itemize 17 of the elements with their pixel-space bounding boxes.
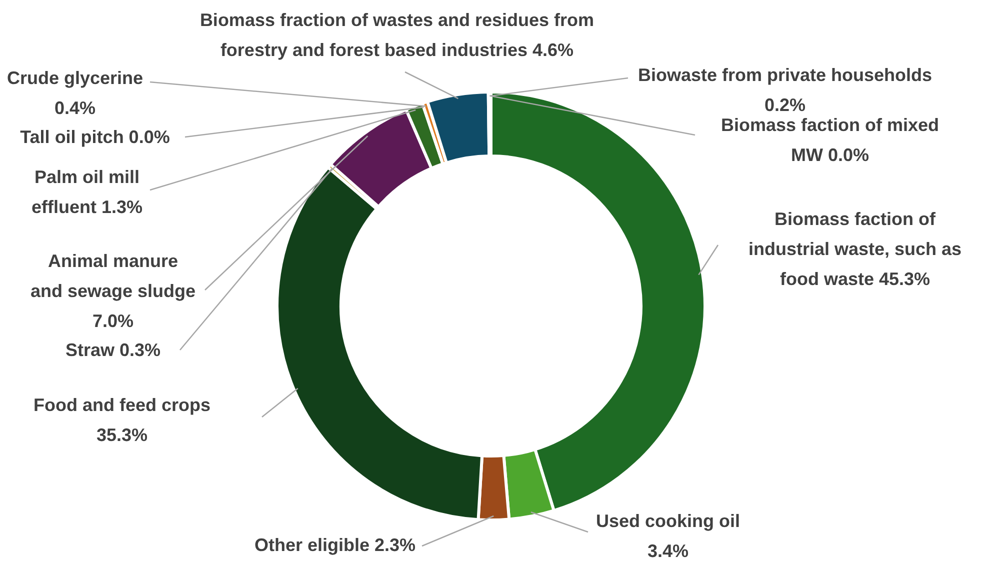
- slice-label: Crude glycerine: [6, 68, 144, 88]
- category-label: Tall oil pitch 0.0%: [20, 127, 170, 147]
- data-label: 35.3%: [96, 425, 148, 445]
- slice-label: Used cooking oil: [596, 511, 740, 531]
- slice-label: Animal manure and sewage sludge: [30, 251, 196, 301]
- slice-label: Biowaste from private households: [638, 65, 932, 85]
- data-label: 7.0%: [92, 311, 134, 331]
- slice-label: Other eligible 2.3%: [254, 535, 416, 555]
- data-label: 3.4%: [647, 541, 689, 561]
- slice-label: Straw 0.3%: [65, 340, 161, 360]
- slice-label: Palm oil mill effluent 1.3%: [31, 167, 143, 217]
- slice-label: Biomass faction of industrial waste, such as food waste 45.3%: [748, 209, 962, 289]
- data-label: 0.4%: [54, 98, 96, 118]
- slice-label: Biomass fraction of wastes and residues from forestry and forest based industries 4.6%: [200, 10, 594, 60]
- data-label: 0.2%: [764, 95, 806, 115]
- category-label: Biomass faction of mixed MW 0.0%: [720, 115, 940, 165]
- slice-label: Food and feed crops: [33, 395, 211, 415]
